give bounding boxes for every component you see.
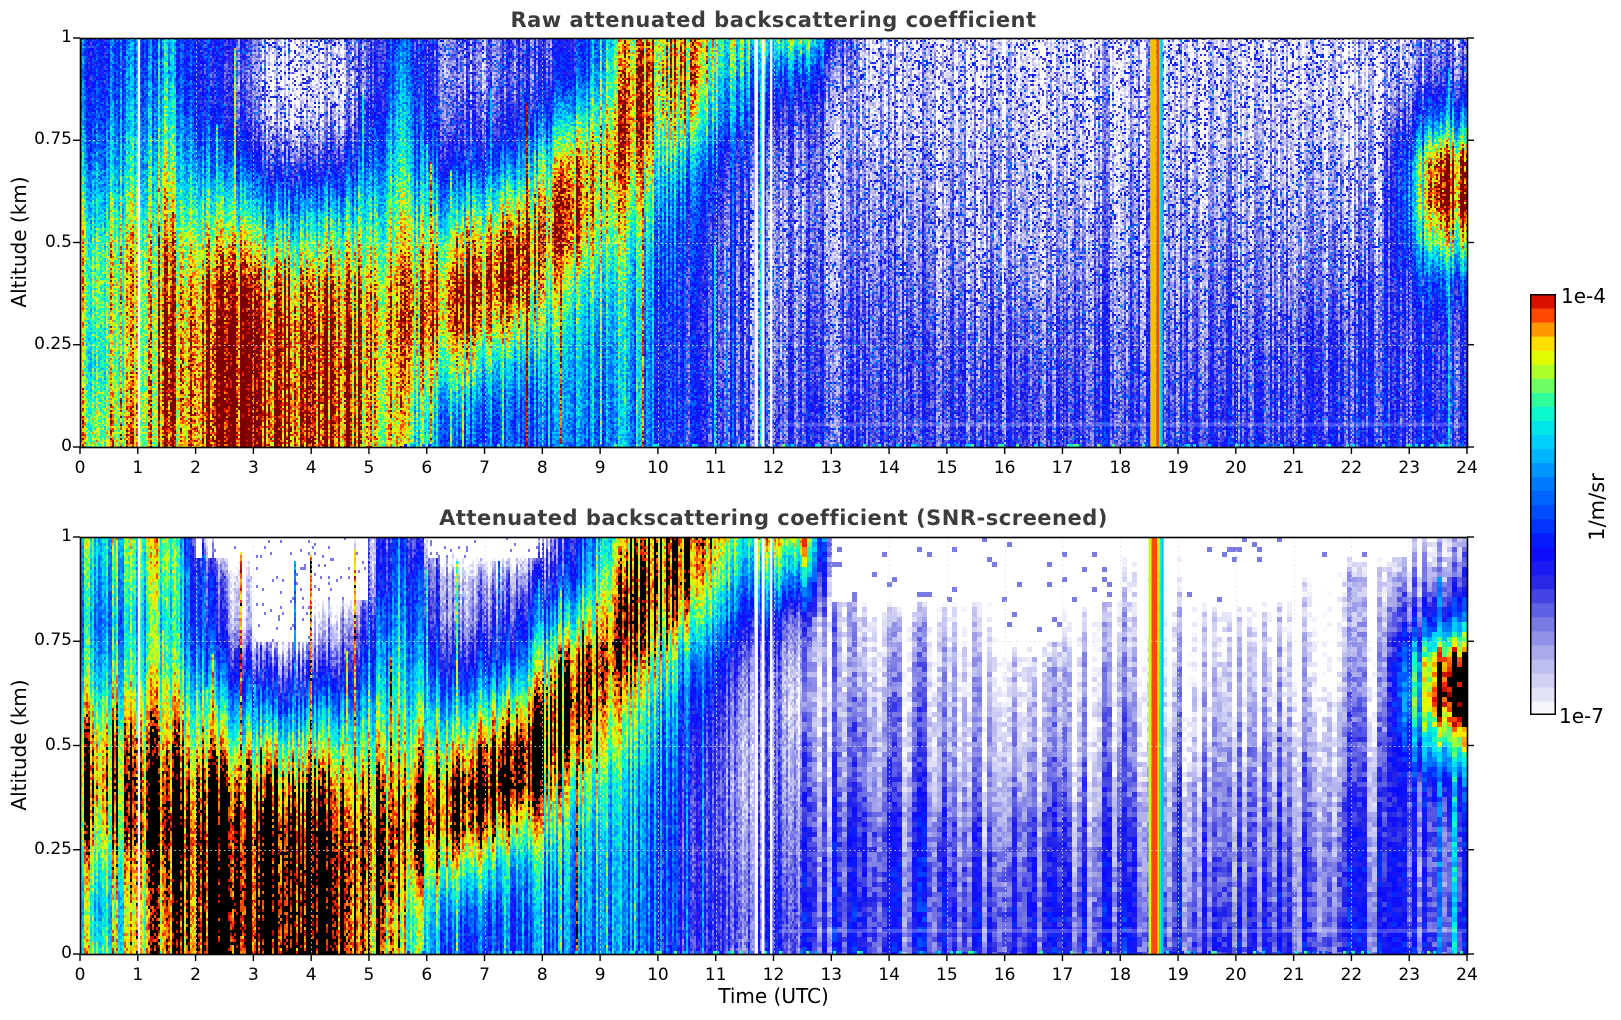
y-tick-label: 0 — [61, 436, 72, 456]
y-tick-label: 0.5 — [44, 231, 72, 252]
x-tick-label: 22 — [1340, 458, 1363, 478]
x-tick-label: 3 — [247, 458, 259, 478]
x-tick-label: 24 — [1456, 965, 1478, 985]
x-tick-label: 13 — [820, 965, 843, 985]
x-tick-label: 21 — [1282, 965, 1305, 985]
x-tick-label: 4 — [305, 965, 317, 985]
x-tick-label: 11 — [704, 965, 727, 985]
y-tick-label: 1 — [61, 526, 72, 546]
raw-heatmap-canvas — [80, 38, 1467, 447]
x-tick-label: 19 — [1167, 458, 1189, 478]
x-tick-label: 21 — [1282, 458, 1305, 478]
x-tick-label: 1 — [132, 458, 144, 478]
x-tick-label: 16 — [993, 965, 1016, 985]
x-tick-label: 14 — [878, 965, 900, 985]
y-tick-label: 1 — [61, 27, 72, 47]
screened-panel-title: Attenuated backscattering coefficient (S… — [439, 506, 1108, 530]
x-tick-label: 17 — [1051, 458, 1074, 478]
x-tick-label: 10 — [647, 965, 669, 985]
x-tick-label: 22 — [1340, 965, 1363, 985]
x-tick-label: 16 — [993, 458, 1016, 478]
x-tick-label: 8 — [536, 965, 548, 985]
y-tick-label: 0.75 — [34, 630, 72, 651]
x-tick-label: 11 — [704, 458, 727, 478]
x-tick-label: 20 — [1225, 965, 1247, 985]
x-tick-label: 4 — [305, 458, 317, 478]
x-axis-label: Time (UTC) — [718, 984, 829, 1008]
x-tick-label: 5 — [363, 458, 375, 478]
x-tick-label: 7 — [479, 458, 490, 478]
x-tick-label: 23 — [1398, 458, 1421, 478]
x-tick-label: 8 — [536, 458, 548, 478]
y-tick-label: 0 — [61, 943, 72, 963]
colorbar-unit-label: 1/m/sr — [1585, 473, 1609, 541]
x-tick-label: 2 — [190, 458, 201, 478]
y-tick-label: 0.25 — [34, 838, 72, 859]
x-tick-label: 7 — [479, 965, 490, 985]
x-tick-label: 1 — [132, 965, 144, 985]
x-tick-label: 15 — [936, 965, 958, 985]
x-tick-label: 15 — [936, 458, 958, 478]
x-tick-label: 3 — [247, 965, 259, 985]
x-tick-label: 12 — [762, 965, 785, 985]
x-tick-label: 9 — [594, 458, 606, 478]
x-tick-label: 6 — [421, 965, 433, 985]
x-tick-label: 18 — [1109, 458, 1132, 478]
x-tick-label: 0 — [74, 458, 86, 478]
x-tick-label: 10 — [647, 458, 669, 478]
x-tick-label: 20 — [1225, 458, 1247, 478]
x-tick-label: 2 — [190, 965, 201, 985]
x-tick-label: 0 — [74, 965, 86, 985]
x-tick-label: 23 — [1398, 965, 1421, 985]
colorbar-max-label: 1e-4 — [1561, 284, 1606, 308]
y-tick-label: 0.75 — [34, 129, 72, 150]
x-tick-label: 13 — [820, 458, 843, 478]
colorbar-min-label: 1e-7 — [1559, 704, 1604, 728]
screened-heatmap-canvas — [80, 537, 1467, 954]
y-tick-label: 0.25 — [34, 333, 72, 354]
x-tick-label: 19 — [1167, 965, 1189, 985]
x-tick-label: 14 — [878, 458, 900, 478]
x-tick-label: 24 — [1456, 458, 1478, 478]
x-tick-label: 6 — [421, 458, 433, 478]
x-tick-label: 5 — [363, 965, 375, 985]
colorbar — [1530, 294, 1556, 715]
raw-panel-title: Raw attenuated backscattering coefficien… — [510, 8, 1037, 32]
y-tick-label: 0.5 — [44, 734, 72, 755]
x-tick-label: 18 — [1109, 965, 1132, 985]
x-tick-label: 17 — [1051, 965, 1074, 985]
x-tick-label: 9 — [594, 965, 606, 985]
x-tick-label: 12 — [762, 458, 785, 478]
